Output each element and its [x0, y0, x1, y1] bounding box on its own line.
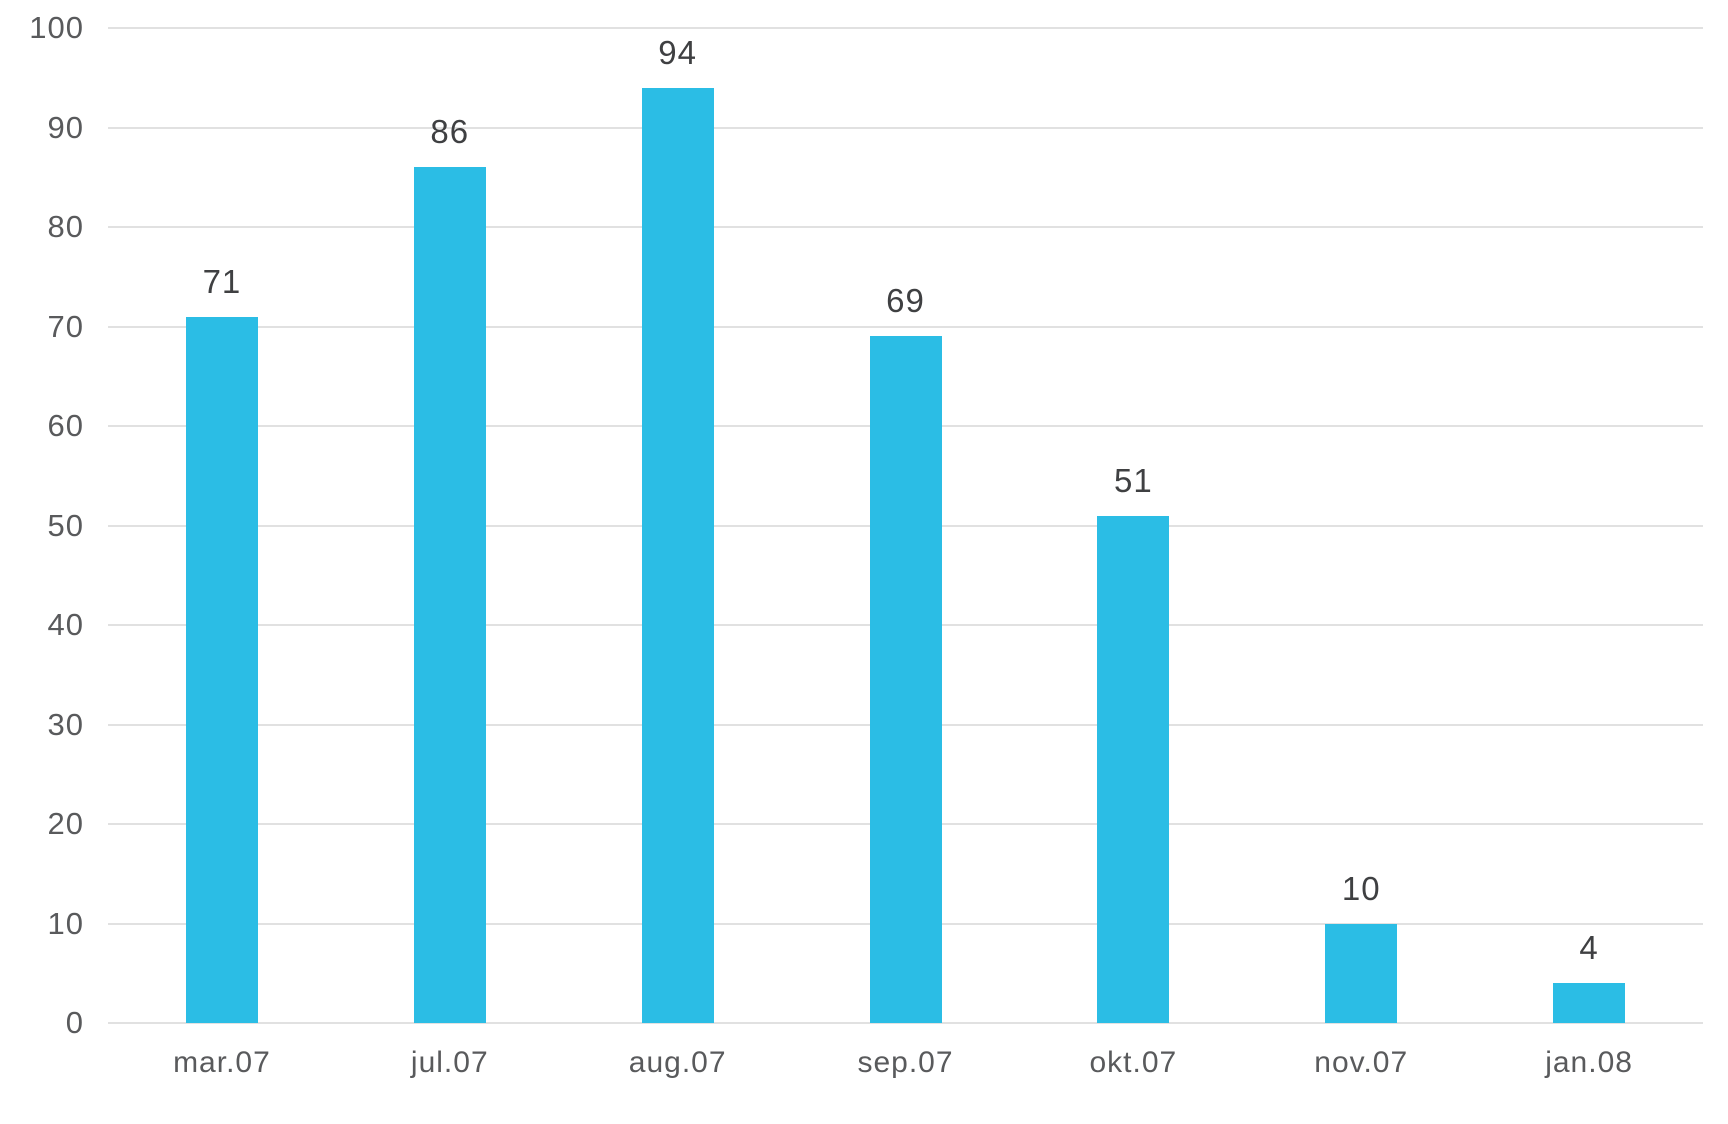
bar-value-label: 94	[658, 33, 697, 71]
y-tick-label: 40	[47, 607, 84, 642]
bar-slot-jul.07: 86	[336, 28, 564, 1023]
bar-value-label: 86	[430, 113, 470, 151]
y-tick-label: 70	[47, 308, 84, 344]
x-axis-label-jan.08: jan.08	[1545, 1046, 1633, 1079]
bar: 86	[413, 113, 486, 1023]
y-tick-label: 90	[47, 109, 84, 145]
y-tick-label: 100	[29, 10, 84, 45]
y-tick-label: 10	[47, 905, 84, 941]
x-axis-label-mar.07: mar.07	[173, 1046, 271, 1079]
gridline-0	[108, 1022, 1703, 1024]
bar-value-label: 51	[1114, 461, 1153, 499]
gridline-90	[108, 126, 1703, 129]
bar-slot-mar.07: 71	[108, 28, 336, 1023]
y-tick-label: 20	[47, 806, 84, 841]
x-axis-labels: mar.07 jul.07 aug.07 sep.07 okt.07 nov.07 jan.…	[108, 1046, 1703, 1080]
plot-area: 71 86 94 69 51 10 4	[108, 27, 1703, 1024]
bar-value-label: 4	[1579, 929, 1599, 967]
x-axis-label-sep.07: sep.07	[857, 1046, 954, 1079]
y-tick-label: 0	[65, 1005, 84, 1040]
bar-value-label: 10	[1341, 869, 1381, 907]
gridline-80	[108, 226, 1703, 228]
bar: 4	[1553, 929, 1626, 1023]
bar-value-label: 69	[886, 282, 925, 320]
bar-slot-nov.07: 10	[1247, 28, 1475, 1023]
bar: 10	[1325, 870, 1398, 1023]
y-tick-label: 60	[47, 408, 84, 443]
y-tick-label: 30	[47, 706, 84, 742]
x-axis-label-nov.07: nov.07	[1314, 1046, 1409, 1079]
gridline-100	[108, 27, 1703, 29]
bar-slot-jan.08: 4	[1475, 28, 1703, 1023]
x-axis-label-aug.07: aug.07	[628, 1046, 727, 1079]
bars-container: 71 86 94 69 51 10 4	[108, 28, 1703, 1023]
bar: 71	[185, 263, 258, 1023]
bar-slot-aug.07: 94	[564, 28, 792, 1023]
bar: 51	[1097, 462, 1170, 1023]
y-axis-tick-labels: 0 10 20 30 40 50 60 70 80 90 100	[0, 10, 84, 1040]
bar-value-label: 71	[202, 262, 242, 300]
y-tick-label: 80	[47, 209, 84, 244]
bar-slot-sep.07: 69	[792, 28, 1020, 1023]
y-tick-label: 50	[47, 507, 84, 543]
bar-slot-okt.07: 51	[1019, 28, 1247, 1023]
x-axis-label-jul.07: jul.07	[410, 1046, 489, 1079]
bar: 94	[641, 34, 714, 1023]
x-axis-label-okt.07: okt.07	[1089, 1046, 1178, 1079]
bar: 69	[869, 282, 942, 1023]
gridline-70	[108, 325, 1703, 328]
